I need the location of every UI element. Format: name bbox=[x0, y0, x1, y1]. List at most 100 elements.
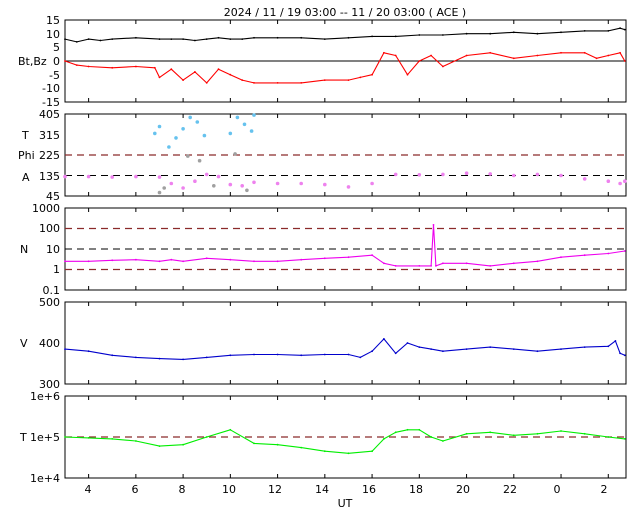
temperature-point bbox=[323, 450, 326, 453]
density-point bbox=[87, 260, 90, 263]
bz-point bbox=[623, 60, 626, 62]
azimuth-point bbox=[559, 173, 563, 178]
bt-point bbox=[229, 38, 232, 40]
bz-point bbox=[205, 82, 208, 84]
azimuth-point bbox=[157, 175, 162, 179]
speed-point bbox=[300, 354, 303, 357]
theta-point bbox=[181, 127, 185, 131]
temperature-point bbox=[300, 446, 303, 449]
mag-ylabel: Bt,Bz bbox=[18, 55, 47, 68]
density-point bbox=[323, 257, 326, 260]
x-tick-label: 16 bbox=[362, 483, 376, 496]
bt-point bbox=[253, 36, 255, 39]
speed-point bbox=[607, 345, 610, 348]
temperature-point bbox=[489, 431, 492, 434]
bz-point bbox=[153, 66, 156, 69]
azimuth-point bbox=[275, 181, 280, 186]
bz-point bbox=[323, 79, 326, 81]
speed-point bbox=[619, 352, 621, 355]
azimuth-point bbox=[86, 174, 91, 179]
bz-point bbox=[135, 65, 137, 68]
bz-point bbox=[170, 68, 173, 71]
speed-point bbox=[623, 354, 626, 357]
azimuth-point bbox=[63, 174, 67, 179]
density-tick: 1000 bbox=[32, 202, 60, 215]
temperature-point bbox=[182, 443, 185, 446]
temperature-point bbox=[623, 438, 626, 440]
density-point bbox=[182, 260, 185, 263]
temperature-point bbox=[430, 436, 432, 438]
azimuth-point bbox=[228, 182, 233, 187]
density-point bbox=[276, 260, 279, 263]
x-tick-label: 10 bbox=[222, 483, 236, 496]
bz-point bbox=[430, 54, 432, 57]
temperature-point bbox=[512, 434, 515, 437]
speed-point bbox=[323, 353, 326, 356]
density-point bbox=[135, 258, 137, 261]
mag-tick: 15 bbox=[46, 14, 60, 27]
speed-point bbox=[229, 354, 232, 357]
x-tick-label: 0 bbox=[554, 483, 561, 496]
density-tick: 100 bbox=[39, 222, 60, 235]
angle-ylabel-theta: T bbox=[21, 129, 29, 142]
azimuth-point bbox=[606, 179, 611, 183]
theta-point bbox=[188, 115, 192, 120]
temperature-point bbox=[418, 428, 421, 431]
mag-tick: 10 bbox=[46, 28, 60, 41]
speed-point bbox=[406, 342, 409, 344]
density-point bbox=[394, 265, 397, 267]
chart-title: 2024 / 11 / 19 03:00 -- 11 / 20 03:00 ( … bbox=[224, 6, 466, 19]
bt-point bbox=[560, 31, 562, 34]
density-point bbox=[205, 257, 208, 260]
temperature-point bbox=[205, 436, 208, 438]
theta-point bbox=[252, 113, 256, 117]
bt-point bbox=[371, 35, 373, 38]
temperature-point bbox=[560, 430, 562, 432]
azimuth-point bbox=[323, 182, 327, 187]
azimuth-point bbox=[181, 186, 185, 190]
bt-point bbox=[158, 38, 161, 40]
bz-point bbox=[536, 54, 539, 57]
theta-point bbox=[157, 124, 162, 129]
density-point bbox=[347, 256, 350, 259]
speed-tick: 400 bbox=[39, 337, 60, 350]
density-point bbox=[253, 260, 255, 263]
angle-ylabel-azimuth: A bbox=[22, 171, 30, 184]
density-point bbox=[229, 258, 232, 261]
temperature-series-line bbox=[64, 429, 625, 454]
density-point bbox=[536, 260, 539, 263]
speed-point bbox=[158, 357, 161, 360]
x-tick-label: 12 bbox=[268, 483, 282, 496]
temperature-point bbox=[442, 440, 444, 442]
speed-point bbox=[383, 338, 385, 340]
bt-point bbox=[465, 32, 468, 35]
azimuth-point bbox=[252, 180, 256, 185]
density-tick: 10 bbox=[46, 243, 60, 256]
azimuth-point bbox=[216, 174, 221, 179]
bz-point bbox=[64, 60, 66, 62]
bz-point bbox=[276, 82, 279, 84]
density-point bbox=[583, 254, 586, 257]
bt-point bbox=[182, 38, 185, 40]
density-series-line bbox=[65, 224, 625, 267]
speed-point bbox=[182, 358, 185, 361]
density-point bbox=[623, 250, 626, 252]
bz-series-line bbox=[64, 52, 626, 84]
bz-point bbox=[394, 54, 397, 57]
bt-point bbox=[135, 36, 137, 39]
azimuth-point bbox=[393, 172, 398, 177]
angle-tick: 225 bbox=[39, 149, 60, 162]
bz-point bbox=[371, 73, 373, 76]
speed-point bbox=[371, 350, 373, 353]
bt-point bbox=[87, 38, 90, 40]
speed-point bbox=[418, 346, 421, 348]
angle-tick: 315 bbox=[39, 129, 60, 142]
theta-point bbox=[202, 133, 207, 138]
azimuth-point bbox=[204, 172, 209, 177]
x-tick-label: 2 bbox=[601, 483, 608, 496]
azimuth-point bbox=[370, 181, 374, 186]
bz-point bbox=[158, 76, 161, 79]
theta-point bbox=[228, 131, 233, 136]
azimuth-point bbox=[346, 185, 351, 189]
angle-tick: 45 bbox=[46, 190, 60, 203]
